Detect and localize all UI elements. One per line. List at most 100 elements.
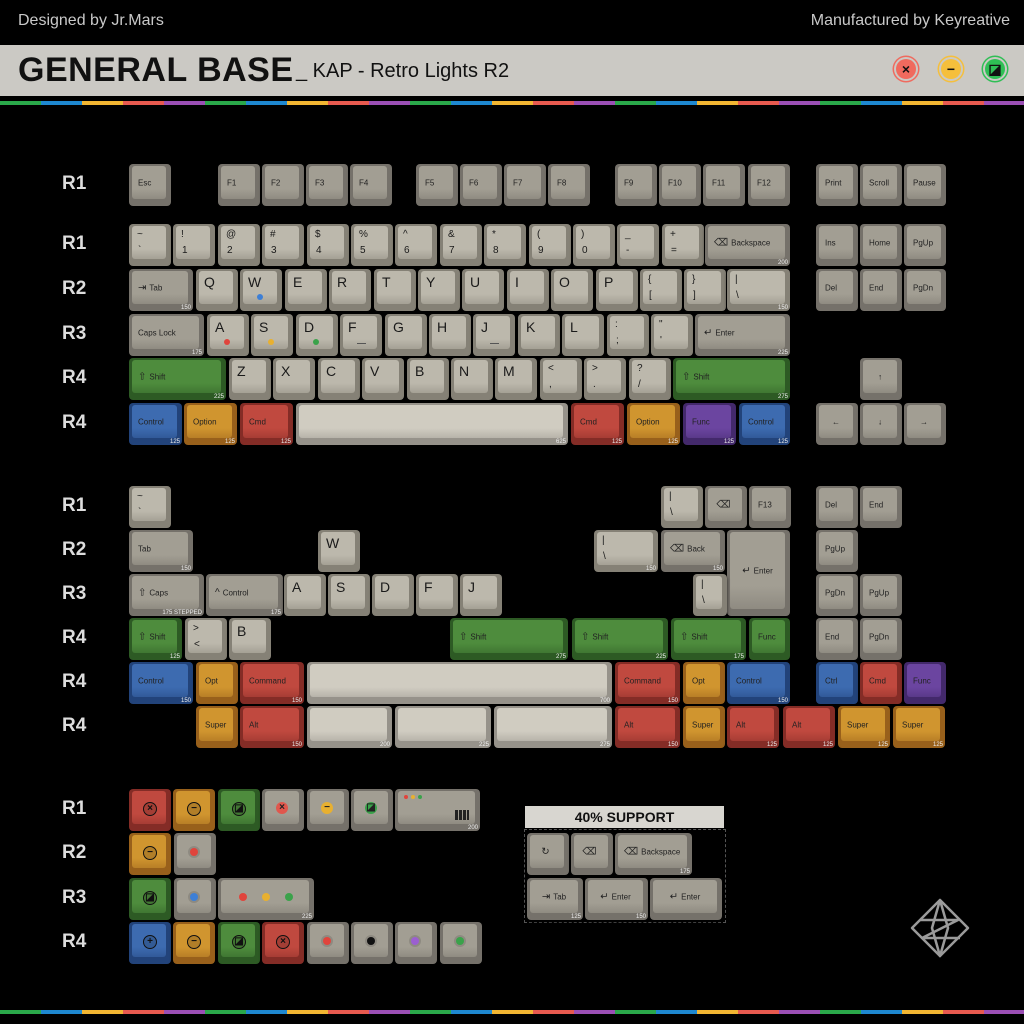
key--[interactable]: {[: [640, 269, 682, 311]
key-b[interactable]: B: [407, 358, 449, 400]
maximize-button[interactable]: ◪: [985, 59, 1005, 79]
key-minimize-icon[interactable]: −: [173, 922, 215, 964]
key-alt[interactable]: Alt 125: [783, 706, 835, 748]
key-f1[interactable]: F1: [218, 164, 260, 206]
key-f5[interactable]: F5: [416, 164, 458, 206]
key-command[interactable]: Command 150: [615, 662, 680, 704]
key-s[interactable]: S: [251, 314, 293, 356]
key-maximize-icon[interactable]: ◪: [218, 922, 260, 964]
key-shift[interactable]: ⇧ Shift 125: [129, 618, 182, 660]
key-pgup[interactable]: PgUp: [816, 530, 858, 572]
key-option[interactable]: Option 125: [184, 403, 237, 445]
key-enter[interactable]: ↵ Enter: [650, 878, 722, 920]
key-func[interactable]: Func 125: [683, 403, 736, 445]
key-command[interactable]: Command 150: [240, 662, 304, 704]
key-l[interactable]: L: [562, 314, 604, 356]
key-d[interactable]: D: [372, 574, 414, 616]
key--[interactable]: @2: [218, 224, 260, 266]
key--[interactable]: (9: [529, 224, 571, 266]
key-w[interactable]: W: [318, 530, 360, 572]
key-home[interactable]: Home: [860, 224, 902, 266]
key-blank[interactable]: 225: [395, 706, 491, 748]
key-alt[interactable]: Alt 150: [615, 706, 680, 748]
key-blank[interactable]: 700: [307, 662, 612, 704]
key--[interactable]: >.: [584, 358, 626, 400]
key-z[interactable]: Z: [229, 358, 271, 400]
key-backspace[interactable]: ⌫ Backspace 200: [705, 224, 790, 266]
key-pgdn[interactable]: PgDn: [816, 574, 858, 616]
key-opt[interactable]: Opt: [196, 662, 238, 704]
key-cmd[interactable]: Cmd 125: [571, 403, 624, 445]
key-blank[interactable]: [174, 878, 216, 920]
key-func[interactable]: Func: [904, 662, 946, 704]
key--[interactable]: & 7: [440, 224, 482, 266]
key-del[interactable]: Del: [816, 269, 858, 311]
key-alt[interactable]: Alt 125: [727, 706, 779, 748]
key--[interactable]: ↑: [860, 358, 902, 400]
key--[interactable]: ←: [816, 403, 858, 445]
key-b[interactable]: B: [229, 618, 271, 660]
key--[interactable]: _ -: [617, 224, 659, 266]
key-blank[interactable]: 200: [307, 706, 392, 748]
key-control[interactable]: Control 150: [129, 662, 193, 704]
key--[interactable]: ! 1: [173, 224, 215, 266]
key-blank[interactable]: 625: [296, 403, 568, 445]
key-super[interactable]: Super 125: [838, 706, 890, 748]
key--[interactable]: ↓: [860, 403, 902, 445]
key--[interactable]: | \ 150: [594, 530, 658, 572]
key--[interactable]: " ': [651, 314, 693, 356]
key-esc[interactable]: Esc: [129, 164, 171, 206]
key-minimize-icon[interactable]: −: [173, 789, 215, 831]
minimize-button[interactable]: −: [941, 59, 961, 79]
key-f12[interactable]: F12: [748, 164, 790, 206]
key-blank[interactable]: [440, 922, 482, 964]
key-pgdn[interactable]: PgDn: [860, 618, 902, 660]
key--[interactable]: % 5: [351, 224, 393, 266]
key-maximize-icon[interactable]: ◪: [351, 789, 393, 831]
key--[interactable]: #3: [262, 224, 304, 266]
key-caps[interactable]: ⇧ Caps 175 STEPPED: [129, 574, 204, 616]
key-a[interactable]: A: [207, 314, 249, 356]
key-alt[interactable]: Alt 150: [240, 706, 304, 748]
key-c[interactable]: C: [318, 358, 360, 400]
key-shift[interactable]: ⇧ Shift 275: [450, 618, 568, 660]
key-super[interactable]: Super: [196, 706, 238, 748]
key-i[interactable]: I: [507, 269, 549, 311]
key-option[interactable]: Option 125: [627, 403, 680, 445]
key-blank[interactable]: [307, 922, 349, 964]
key--[interactable]: + =: [662, 224, 704, 266]
key-plus-icon[interactable]: +: [129, 922, 171, 964]
key-o[interactable]: O: [551, 269, 593, 311]
key-pause[interactable]: Pause: [904, 164, 946, 206]
key-control[interactable]: Control 125: [129, 403, 182, 445]
key-end[interactable]: End: [860, 486, 902, 528]
key-x[interactable]: X: [273, 358, 315, 400]
key--[interactable]: <,: [540, 358, 582, 400]
key-enter[interactable]: ↵ Enter 225: [695, 314, 790, 356]
key-enter[interactable]: ↵ Enter 150: [585, 878, 648, 920]
key-p[interactable]: P: [596, 269, 638, 311]
key-f2[interactable]: F2: [262, 164, 304, 206]
key-r[interactable]: R: [329, 269, 371, 311]
key-tab[interactable]: ⇥ Tab 125: [527, 878, 583, 920]
key--[interactable]: →: [904, 403, 946, 445]
key-s[interactable]: S: [328, 574, 370, 616]
key-opt[interactable]: Opt: [683, 662, 725, 704]
key-print[interactable]: Print: [816, 164, 858, 206]
key-super[interactable]: Super 125: [893, 706, 945, 748]
key--[interactable]: * 8: [484, 224, 526, 266]
key-control[interactable]: ^ Control 175: [206, 574, 283, 616]
key--[interactable]: ? /: [629, 358, 671, 400]
key--[interactable]: }]: [684, 269, 726, 311]
key-a[interactable]: A: [284, 574, 326, 616]
key-shift[interactable]: ⇧ Shift 275: [673, 358, 790, 400]
key--[interactable]: > <: [185, 618, 227, 660]
key-blank[interactable]: [174, 833, 216, 875]
key-v[interactable]: V: [362, 358, 404, 400]
key-maximize-icon[interactable]: ◪: [129, 878, 171, 920]
key--[interactable]: ) 0: [573, 224, 615, 266]
key-control[interactable]: Control 150: [727, 662, 790, 704]
key-close-icon[interactable]: ×: [262, 922, 304, 964]
key-end[interactable]: End: [860, 269, 902, 311]
key-blank[interactable]: 275: [494, 706, 612, 748]
